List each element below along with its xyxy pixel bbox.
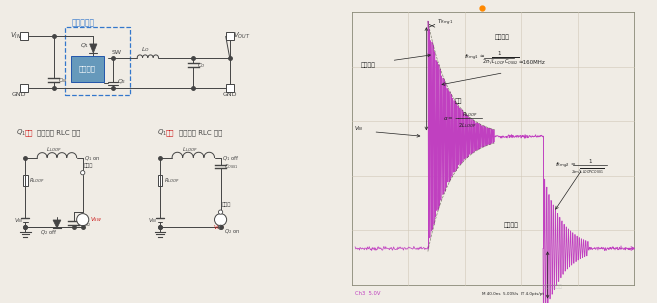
Text: 高阻态: 高阻态 — [222, 202, 231, 207]
Text: 后的等效 RLC 电路: 后的等效 RLC 电路 — [179, 130, 222, 136]
Text: M 40.0ns  5.00S/s  IT 4.0pts/pt: M 40.0ns 5.00S/s IT 4.0pts/pt — [482, 292, 545, 296]
Bar — [20, 84, 28, 92]
Text: $V_{IN}$: $V_{IN}$ — [10, 31, 22, 42]
Text: $V_{IN}$: $V_{IN}$ — [353, 124, 363, 133]
Text: $2L_{LOOP}$: $2L_{LOOP}$ — [458, 121, 476, 130]
Text: 阻尼: 阻尼 — [455, 98, 463, 104]
Text: $C_O$: $C_O$ — [197, 61, 206, 70]
Bar — [226, 84, 234, 92]
Text: $R_{LOOP}$: $R_{LOOP}$ — [463, 110, 478, 119]
Circle shape — [219, 225, 223, 229]
Text: SW: SW — [112, 50, 122, 55]
Text: $V_{IN}$: $V_{IN}$ — [14, 216, 24, 225]
Text: $2\pi\sqrt{L_{LOOP}C_{OSS1}}$: $2\pi\sqrt{L_{LOOP}C_{OSS1}}$ — [571, 168, 604, 176]
Text: $Q_1$: $Q_1$ — [16, 128, 26, 138]
Text: $f_{Rmg1}$ ≈: $f_{Rmg1}$ ≈ — [464, 53, 486, 63]
Text: $f_{Rmg2}$ =: $f_{Rmg2}$ = — [555, 160, 576, 171]
Bar — [70, 56, 104, 82]
Circle shape — [219, 210, 223, 214]
Text: $L_{LOOP}$: $L_{LOOP}$ — [46, 145, 62, 155]
Text: $Q_1$ on: $Q_1$ on — [84, 155, 101, 164]
Text: $R_{LOOP}$: $R_{LOOP}$ — [164, 176, 179, 185]
Text: 控制电路: 控制电路 — [79, 66, 96, 72]
Bar — [64, 27, 129, 95]
Polygon shape — [90, 44, 97, 53]
Text: Ch3  5.0V: Ch3 5.0V — [355, 291, 380, 296]
Bar — [20, 32, 28, 40]
Text: 后的等效 RLC 电路: 后的等效 RLC 电路 — [37, 130, 81, 136]
Text: $2\pi\sqrt{L_{LOOP}C_{OSS2}}$: $2\pi\sqrt{L_{LOOP}C_{OSS2}}$ — [482, 57, 519, 67]
Text: $Q_2$ on: $Q_2$ on — [223, 227, 240, 236]
Text: $R_{LOOP}$: $R_{LOOP}$ — [29, 176, 45, 185]
Text: $L_O$: $L_O$ — [141, 45, 150, 55]
Text: $Q_1$: $Q_1$ — [79, 41, 89, 50]
Circle shape — [81, 171, 85, 175]
Text: $V_{OUT}$: $V_{OUT}$ — [233, 31, 250, 41]
Text: 电压过冲: 电压过冲 — [361, 62, 376, 68]
Text: GND: GND — [12, 92, 26, 97]
Bar — [226, 32, 234, 40]
Bar — [23, 175, 28, 186]
Text: 1: 1 — [497, 51, 501, 56]
Text: 降压转换器: 降压转换器 — [71, 18, 94, 27]
Text: $\alpha = -$: $\alpha = -$ — [443, 115, 461, 122]
Text: $Q_2$: $Q_2$ — [117, 77, 126, 86]
Text: $C_{IN}$: $C_{IN}$ — [58, 76, 67, 85]
Text: $V_{IN}$: $V_{IN}$ — [148, 216, 158, 225]
Text: $Q_1$: $Q_1$ — [157, 128, 167, 138]
Polygon shape — [53, 220, 61, 228]
Bar — [158, 175, 162, 186]
Text: 关断: 关断 — [166, 130, 174, 136]
Text: $V_{SW}$: $V_{SW}$ — [90, 215, 102, 224]
Circle shape — [77, 214, 89, 226]
Circle shape — [215, 214, 227, 226]
Text: $Q_2$ off: $Q_2$ off — [40, 228, 58, 237]
Text: 公众号 电子汇: 公众号 电子汇 — [543, 284, 562, 289]
Text: $Q_1$ off: $Q_1$ off — [222, 155, 239, 164]
Text: 电压下冲: 电压下冲 — [504, 223, 518, 228]
Text: GND: GND — [223, 92, 237, 97]
Text: 导通: 导通 — [24, 130, 33, 136]
Text: $C_{OSS1}$: $C_{OSS1}$ — [223, 162, 238, 171]
Text: $L_{LOOP}$: $L_{LOOP}$ — [183, 145, 198, 155]
Text: $V_{SW}$: $V_{SW}$ — [213, 223, 225, 232]
Text: $T_{Rmg1}$: $T_{Rmg1}$ — [437, 18, 453, 28]
Text: $C_{OSS2}$: $C_{OSS2}$ — [77, 220, 91, 229]
Text: 1: 1 — [588, 159, 592, 164]
Text: 谐振频率: 谐振频率 — [495, 35, 510, 40]
Text: 高阻态: 高阻态 — [84, 163, 93, 168]
Text: ≈160MHz: ≈160MHz — [519, 60, 545, 65]
